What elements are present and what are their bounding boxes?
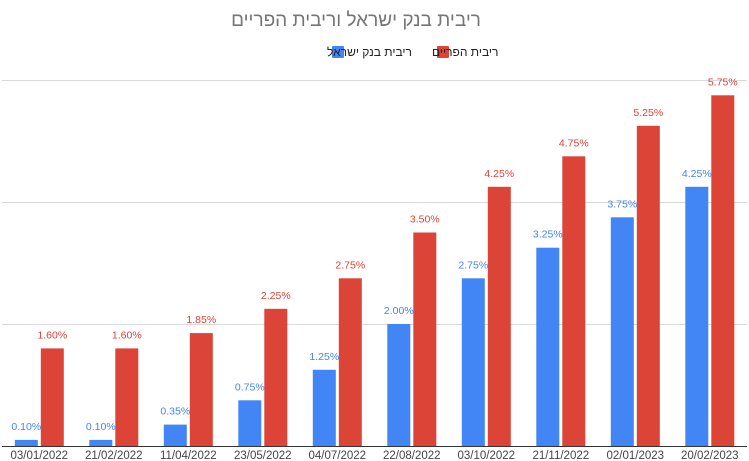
bar-bank-of-israel-rate[interactable] [461, 278, 485, 447]
bar-prime-rate[interactable] [189, 333, 213, 446]
x-axis-tick-label: 11/04/2022 [160, 450, 217, 461]
bar-prime-rate[interactable] [264, 308, 288, 447]
legend-swatch-bank-of-israel-rate [332, 46, 344, 58]
data-label-bank-of-israel-rate: 4.25% [682, 168, 712, 180]
data-label-bank-of-israel-rate: 0.75% [235, 381, 265, 393]
bar-prime-rate[interactable] [636, 125, 660, 447]
data-label-prime-rate: 1.60% [112, 329, 142, 341]
bar-prime-rate[interactable] [562, 156, 586, 447]
bar-bank-of-israel-rate[interactable] [89, 439, 113, 446]
data-label-bank-of-israel-rate: 1.25% [309, 351, 339, 363]
bar-bank-of-israel-rate[interactable] [238, 400, 262, 447]
bar-prime-rate[interactable] [338, 278, 362, 447]
data-labels: 0.10% 1.60% 0.10% 1.60% 0.35% 1.85% 0.75% 2.25%… [11, 76, 737, 433]
bar-prime-rate[interactable] [413, 232, 437, 447]
data-label-prime-rate: 5.25% [633, 107, 663, 119]
data-label-bank-of-israel-rate: 3.25% [533, 229, 563, 241]
data-label-bank-of-israel-rate: 0.10% [86, 421, 116, 433]
x-axis-tick-label: 02/01/2023 [607, 450, 665, 461]
data-label-prime-rate: 1.60% [37, 329, 67, 341]
bar-bank-of-israel-rate[interactable] [610, 217, 634, 447]
data-label-prime-rate: 4.75% [559, 137, 589, 149]
data-label-bank-of-israel-rate: 3.75% [607, 198, 637, 210]
legend-label-bank-of-israel-rate: ריבית בנק ישראל [327, 45, 412, 59]
bar-prime-rate[interactable] [40, 348, 64, 446]
bar-bank-of-israel-rate[interactable] [685, 186, 709, 447]
legend-label-prime-rate: ריבית הפריים [432, 45, 498, 59]
legend: ריבית הפריים ריבית בנק ישראל [327, 45, 498, 59]
legend-item-bank-of-israel-rate[interactable]: ריבית בנק ישראל [327, 45, 412, 59]
legend-swatch-prime-rate [437, 46, 449, 58]
bars [14, 95, 735, 447]
x-axis-tick-label: 03/10/2022 [458, 450, 516, 461]
x-axis-tick-label: 22/08/2022 [383, 450, 441, 461]
x-axis-tick-label: 23/05/2022 [234, 450, 292, 461]
data-label-bank-of-israel-rate: 2.00% [384, 305, 414, 317]
x-axis-tick-label: 21/11/2022 [532, 450, 589, 461]
bar-bank-of-israel-rate[interactable] [387, 324, 411, 446]
bar-prime-rate[interactable] [711, 95, 735, 447]
data-label-prime-rate: 2.75% [335, 259, 365, 271]
x-axis-tick-label: 04/07/2022 [309, 450, 367, 461]
x-axis-tick-label: 21/02/2022 [85, 450, 143, 461]
legend-item-prime-rate[interactable]: ריבית הפריים [432, 45, 498, 59]
x-axis-tick-label: 20/02/2023 [681, 450, 739, 461]
data-label-prime-rate: 3.50% [410, 214, 440, 226]
x-axis-tick-label: 03/01/2022 [11, 450, 69, 461]
bar-prime-rate[interactable] [487, 186, 511, 447]
x-axis-tick-labels: 03/01/2022 21/02/2022 11/04/2022 23/05/2022… [11, 450, 739, 461]
bar-bank-of-israel-rate[interactable] [536, 247, 560, 446]
bar-bank-of-israel-rate[interactable] [163, 424, 187, 446]
bar-bank-of-israel-rate[interactable] [14, 439, 38, 446]
data-label-bank-of-israel-rate: 2.75% [458, 259, 488, 271]
data-label-prime-rate: 2.25% [261, 290, 291, 302]
data-label-prime-rate: 4.25% [484, 168, 514, 180]
bar-bank-of-israel-rate[interactable] [312, 369, 336, 447]
bar-prime-rate[interactable] [115, 348, 139, 446]
data-label-prime-rate: 1.85% [186, 314, 216, 326]
chart-title: ריבית בנק ישראל וריבית הפריים [231, 10, 481, 31]
data-label-bank-of-israel-rate: 0.35% [160, 406, 190, 418]
data-label-bank-of-israel-rate: 0.10% [11, 421, 41, 433]
data-label-prime-rate: 5.75% [708, 76, 738, 88]
